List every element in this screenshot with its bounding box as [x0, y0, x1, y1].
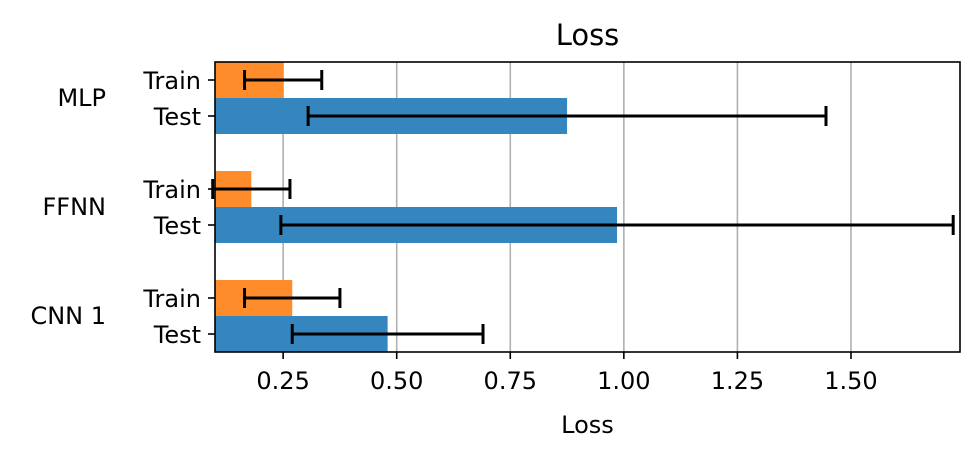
bar-label: Test — [153, 103, 201, 131]
bars — [215, 62, 618, 352]
group-label: MLP — [57, 84, 106, 112]
bar-label: Train — [142, 67, 201, 95]
y-ticks: MLP Train Test FFNN Train Test CNN 1 Train Test — [30, 67, 215, 349]
chart-title: Loss — [556, 18, 620, 52]
x-tick-label: 1.50 — [824, 367, 877, 395]
bar-label: Test — [153, 321, 201, 349]
x-tick-label: 1.00 — [597, 367, 650, 395]
error-bars — [211, 70, 955, 344]
group-label: CNN 1 — [30, 302, 106, 330]
bar-label: Train — [142, 285, 201, 313]
x-tick-label: 0.50 — [370, 367, 423, 395]
x-tick-label: 0.25 — [256, 367, 309, 395]
x-tick-label: 0.75 — [484, 367, 537, 395]
x-axis-label: Loss — [561, 411, 614, 439]
x-ticks: 0.25 0.50 0.75 1.00 1.25 1.50 — [256, 352, 878, 395]
group-label: FFNN — [42, 193, 106, 221]
bar-label: Test — [153, 212, 201, 240]
plot-frame — [214, 61, 961, 353]
x-tick-label: 1.25 — [711, 367, 764, 395]
bar-label: Train — [142, 176, 201, 204]
